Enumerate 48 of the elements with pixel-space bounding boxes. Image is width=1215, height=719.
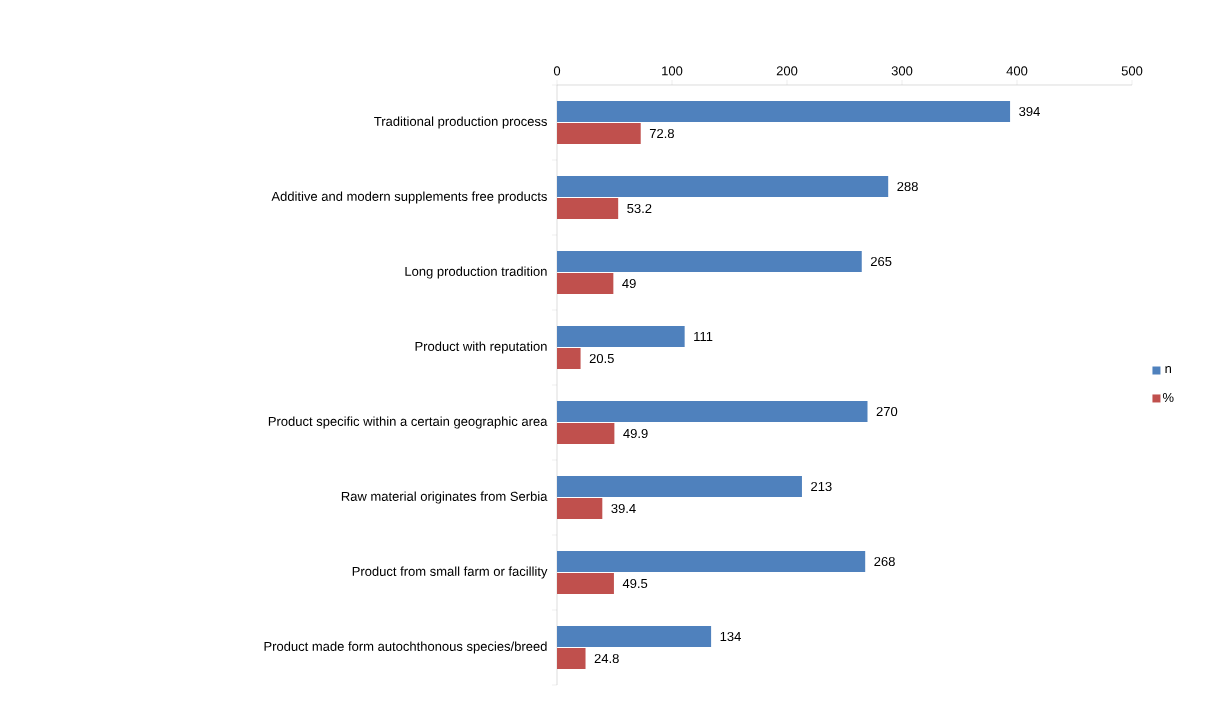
data-label: 53.2: [627, 203, 652, 214]
x-tick-label: 400: [1006, 66, 1028, 76]
x-tick-label: 500: [1121, 66, 1143, 76]
y-tick-label: Additive and modern supplements free products: [271, 191, 547, 204]
y-tick-label: Product made form autochthonous species/breed: [264, 641, 547, 654]
bar: [557, 197, 619, 219]
bar: [557, 325, 685, 347]
bar: [557, 272, 614, 294]
data-label: 20.5: [589, 353, 614, 364]
bar: [557, 400, 868, 422]
x-tick-label: 0: [553, 66, 561, 76]
data-label: 49.5: [622, 578, 648, 589]
legend-label: %: [1162, 392, 1174, 403]
data-label: 24.8: [594, 653, 619, 664]
data-label: 72.8: [649, 128, 674, 139]
data-label: 49: [622, 278, 636, 289]
y-tick-label: Product specific within a certain geographic area: [268, 416, 548, 429]
data-label: 268: [874, 556, 895, 567]
x-tick-label: 300: [891, 66, 913, 76]
y-tick-label: Long production tradition: [405, 266, 547, 279]
y-tick-label: Product with reputation: [415, 341, 547, 354]
data-label: 111: [694, 332, 713, 341]
bar: [557, 497, 603, 519]
y-tick-label: Raw material originates from Serbia: [341, 491, 548, 504]
data-label: 39.4: [611, 503, 636, 514]
bar: [557, 347, 581, 369]
y-tick-label: Traditional production process: [374, 116, 547, 129]
bar: [557, 422, 615, 444]
data-label: 49.9: [623, 428, 648, 439]
bar: [557, 122, 641, 144]
y-tick-label: Product from small farm or facillity: [352, 566, 548, 579]
bar: [557, 647, 586, 669]
bar: [557, 475, 802, 497]
data-label: 394: [1019, 106, 1040, 117]
bar: [557, 250, 862, 272]
bar: [557, 550, 866, 572]
bar: [557, 175, 889, 197]
data-label: 270: [876, 406, 898, 417]
x-tick-label: 200: [776, 66, 798, 76]
data-label: 288: [897, 181, 918, 192]
bar: [557, 100, 1011, 122]
legend-label: n: [1165, 366, 1171, 374]
x-tick-label: 100: [662, 66, 683, 76]
data-label: 265: [870, 256, 892, 267]
data-label: 213: [811, 481, 832, 492]
bar: [557, 625, 712, 647]
data-label: 134: [720, 631, 741, 642]
bar: [557, 572, 614, 594]
